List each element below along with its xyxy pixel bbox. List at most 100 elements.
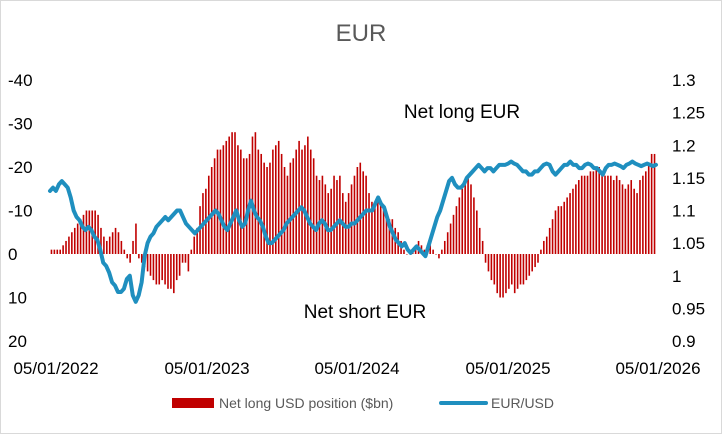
- bar: [633, 188, 635, 254]
- bar: [181, 254, 184, 263]
- x-tick-label: 05/01/2026: [615, 359, 700, 378]
- bar: [513, 254, 516, 294]
- x-tick-label: 05/01/2024: [314, 359, 399, 378]
- bar: [461, 188, 464, 254]
- bar: [385, 214, 388, 254]
- bar: [68, 236, 70, 254]
- bar: [336, 180, 338, 254]
- bar: [106, 240, 108, 254]
- bar: [301, 149, 303, 254]
- bar: [260, 153, 263, 254]
- bar: [525, 254, 528, 281]
- bar: [132, 240, 134, 254]
- bar: [286, 175, 289, 254]
- bar: [575, 184, 577, 254]
- bar: [528, 254, 531, 276]
- bar: [519, 254, 522, 285]
- bar: [88, 210, 91, 254]
- bar: [615, 175, 618, 254]
- bar: [540, 249, 542, 254]
- bar: [371, 201, 373, 254]
- bar: [85, 210, 88, 254]
- bar: [94, 210, 96, 254]
- bar: [592, 171, 595, 254]
- bar: [158, 254, 161, 285]
- bar: [534, 254, 536, 268]
- left-tick-label: 0: [8, 245, 17, 264]
- bar: [161, 254, 163, 281]
- bar: [350, 184, 353, 254]
- bar: [572, 188, 574, 254]
- bar: [114, 227, 117, 254]
- bar: [318, 180, 321, 254]
- bar: [283, 167, 286, 254]
- bar: [231, 132, 233, 254]
- bar: [452, 214, 455, 254]
- bar: [97, 214, 99, 254]
- bar: [155, 254, 158, 285]
- bar: [347, 193, 350, 254]
- bar: [376, 201, 379, 254]
- bar: [309, 149, 312, 254]
- bar: [164, 254, 166, 285]
- bar: [175, 254, 178, 281]
- left-tick-label: -10: [8, 202, 33, 221]
- bar: [610, 175, 612, 254]
- bar: [216, 149, 219, 254]
- bar: [219, 149, 222, 254]
- bar: [636, 193, 638, 254]
- bar: [59, 249, 61, 254]
- annotation-net-short: Net short EUR: [304, 302, 426, 323]
- bar: [478, 227, 481, 254]
- bar: [406, 254, 408, 255]
- bar: [272, 149, 274, 254]
- eurusd-line: [48, 159, 658, 304]
- bar: [589, 171, 592, 254]
- left-tick-label: 20: [8, 332, 27, 351]
- bar: [65, 240, 67, 254]
- x-tick-label: 05/01/2022: [13, 359, 98, 378]
- bar: [196, 227, 198, 254]
- bar: [583, 175, 586, 254]
- bar: [237, 145, 239, 254]
- bar: [245, 158, 248, 254]
- bar: [123, 249, 126, 254]
- bar: [374, 206, 376, 254]
- bar: [368, 193, 370, 254]
- bar: [467, 175, 469, 254]
- bar: [516, 254, 519, 289]
- bar: [624, 188, 627, 254]
- bar: [76, 223, 79, 254]
- bar: [499, 254, 501, 298]
- bar: [339, 175, 341, 254]
- bar: [307, 136, 309, 254]
- bar: [327, 193, 330, 254]
- bar: [240, 149, 242, 254]
- bar: [551, 219, 554, 254]
- bar: [277, 140, 280, 254]
- bar: [315, 175, 318, 254]
- bar: [473, 197, 475, 254]
- bar: [484, 254, 487, 263]
- bar: [612, 180, 615, 254]
- bar: [359, 162, 362, 254]
- bar: [563, 201, 566, 254]
- bar: [280, 153, 283, 254]
- bar: [254, 132, 257, 254]
- right-tick-label: 0.95: [672, 299, 705, 318]
- bar: [403, 249, 405, 254]
- bar: [510, 254, 513, 285]
- bar: [100, 227, 102, 254]
- x-tick-label: 05/01/2023: [164, 359, 249, 378]
- bar: [292, 158, 295, 254]
- bar: [173, 254, 175, 294]
- left-tick-label: -20: [8, 158, 33, 177]
- bar: [432, 249, 434, 254]
- bar: [152, 254, 155, 281]
- bar: [429, 245, 432, 254]
- bar: [382, 210, 385, 254]
- bar: [53, 249, 56, 254]
- bar: [108, 236, 111, 254]
- bar: [213, 158, 216, 254]
- bar: [149, 254, 152, 276]
